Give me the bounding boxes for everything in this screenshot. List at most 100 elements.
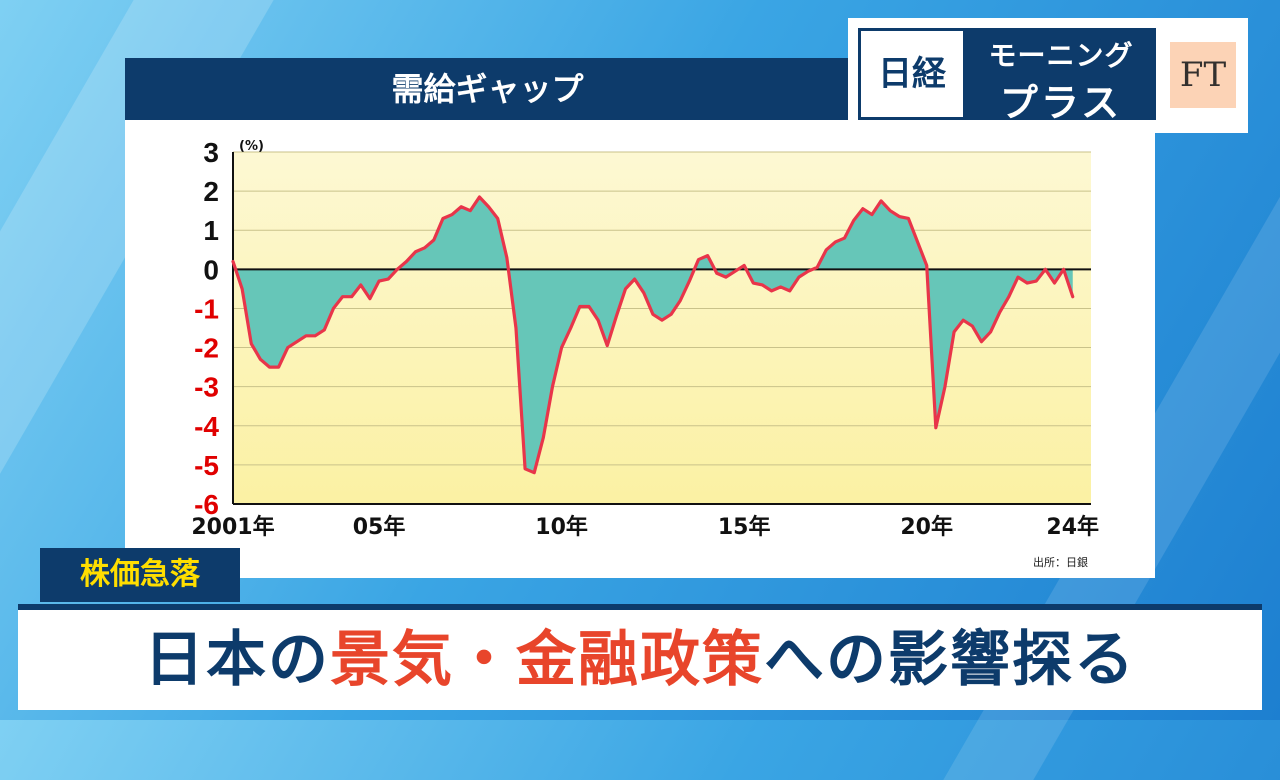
data-point [469,209,472,212]
data-point [615,315,618,318]
data-point [669,313,673,316]
data-point [834,240,837,244]
topic-tag-text: 株価急落 [80,557,200,592]
data-point [624,287,627,291]
data-point [533,471,536,474]
data-point [679,299,682,302]
data-point [998,311,1001,314]
data-point [952,330,956,334]
data-point [925,264,928,267]
y-tick-labels: 3 2 1 0 -1 -2 -3 -4 -5 -6 [194,137,219,520]
data-point [633,277,636,281]
data-point [1035,279,1038,283]
data-point [660,318,664,322]
data-point [1062,268,1065,271]
area-negative [235,269,1073,473]
data-point [752,281,755,285]
data-point [1016,275,1020,279]
y-tick-label: -6 [194,489,219,520]
program-logo: 日経 モーニング プラス FT [848,18,1248,133]
data-point [304,334,308,338]
source-note: 出所：日銀 [1033,556,1088,569]
data-point [724,275,728,279]
nikkei-logo: 日経 [858,28,966,120]
data-point [971,324,974,328]
morning-plus-logo: モーニング プラス [966,28,1156,125]
data-point [450,213,454,216]
data-point [259,358,262,361]
y-tick-label: -5 [194,450,219,481]
x-tick-label: 10年 [535,514,588,540]
data-point [943,385,947,388]
x-tick-label: 20年 [900,514,953,540]
data-point [888,209,892,212]
data-point [569,326,572,330]
x-tick-label: 2001年 [191,514,274,540]
data-point [1007,295,1011,298]
data-point [405,260,408,263]
data-point [879,199,883,203]
data-point [459,205,463,208]
data-point [898,215,901,218]
data-point [286,346,289,349]
ft-logo: FT [1170,42,1236,108]
data-point [240,287,244,291]
data-point [706,254,709,257]
chart-title-bar: 需給ギャップ [125,58,850,120]
data-point [806,270,810,273]
y-tick-label: -3 [194,372,219,403]
data-point [843,236,846,240]
gap-area [233,196,1073,473]
data-point [642,291,645,294]
data-point [587,305,591,308]
x-tick-label: 05年 [353,514,406,540]
data-point [551,385,554,388]
area-positive [233,196,1073,270]
unit-label: (%) [239,139,264,154]
data-point [788,289,791,293]
topic-tag: 株価急落 [40,548,240,602]
data-point [377,279,381,283]
data-point [779,285,782,289]
data-point [231,260,235,263]
data-point [797,275,801,279]
data-point [313,334,317,338]
data-point [523,467,527,470]
y-tick-label: -1 [194,293,219,324]
data-point [742,264,746,267]
data-point [514,326,518,330]
data-point [478,195,481,199]
headline-part2: 景気・金融政策 [330,625,764,695]
data-point [368,297,372,300]
data-point [341,295,344,298]
data-point [651,313,655,316]
x-tick-label: 15年 [718,514,771,540]
data-point [770,289,773,293]
y-tick-label: 1 [203,215,219,246]
data-point [825,248,828,251]
data-point [250,342,253,345]
headline: 日本の景気・金融政策への影響探る [18,610,1262,710]
data-point [441,217,445,220]
data-point [396,268,399,271]
data-point [432,238,436,242]
data-point [487,205,490,208]
data-point [332,307,335,310]
x-tick-label: 24年 [1046,514,1099,540]
data-point [596,318,600,322]
data-point [1044,268,1047,271]
chart-title: 需給ギャップ [391,70,584,108]
data-point [815,266,819,269]
data-point [916,240,919,244]
plot-background [233,152,1091,504]
data-point [1071,295,1074,298]
data-point [1025,281,1029,285]
data-point [606,344,609,347]
data-point [934,426,938,429]
data-point [870,213,874,216]
y-tick-label: 2 [203,176,219,207]
data-point [989,330,992,334]
data-point [907,217,910,220]
data-point [560,346,563,349]
data-points [231,195,1074,474]
